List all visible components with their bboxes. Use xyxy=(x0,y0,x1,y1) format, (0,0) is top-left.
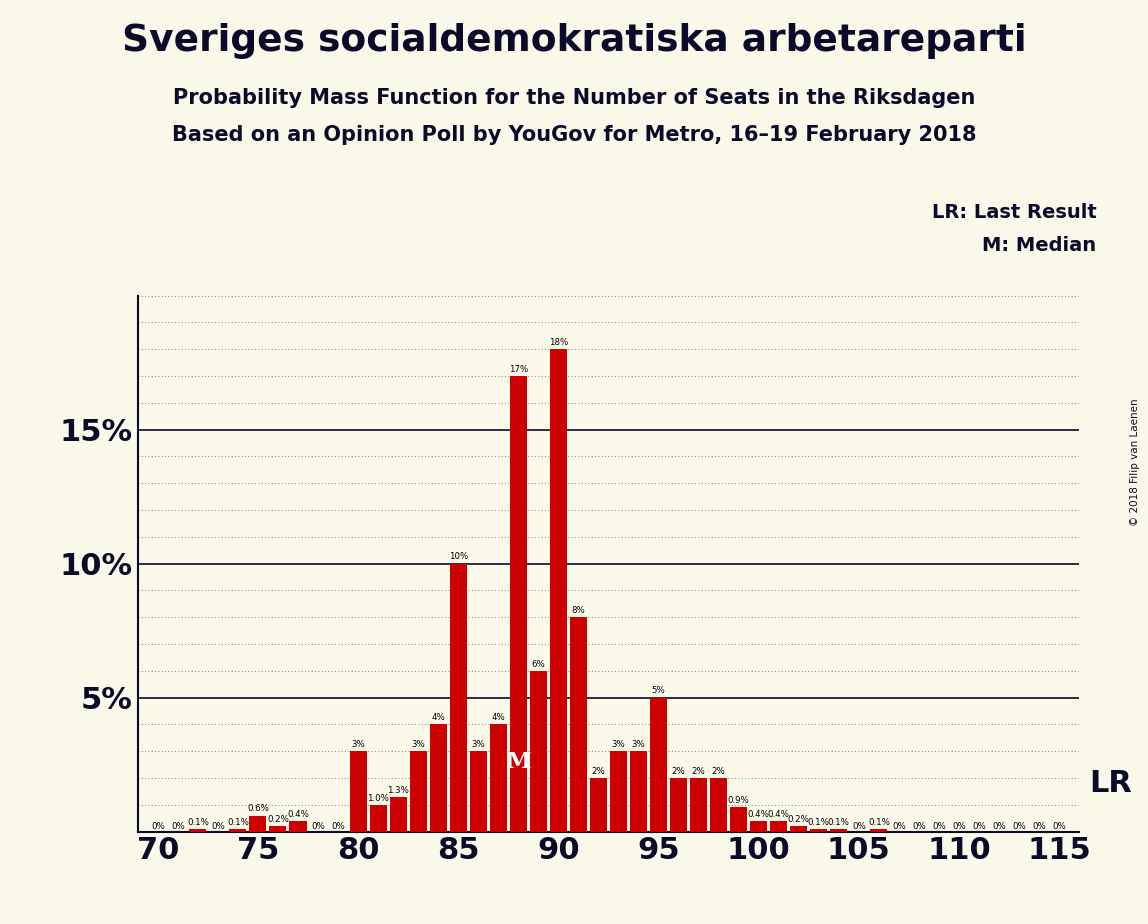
Text: 17%: 17% xyxy=(509,365,528,374)
Text: 18%: 18% xyxy=(549,338,568,347)
Bar xyxy=(750,821,767,832)
Text: 4%: 4% xyxy=(432,713,445,723)
Text: 0%: 0% xyxy=(972,821,986,831)
Text: 3%: 3% xyxy=(411,740,425,749)
Bar xyxy=(690,778,707,832)
Bar xyxy=(249,816,266,832)
Bar xyxy=(569,617,587,832)
Text: 0.9%: 0.9% xyxy=(728,796,750,806)
Bar xyxy=(389,796,406,832)
Text: 0.2%: 0.2% xyxy=(788,815,809,824)
Bar xyxy=(189,829,207,832)
Bar xyxy=(470,751,487,832)
Text: 8%: 8% xyxy=(572,606,585,615)
Bar xyxy=(490,724,506,832)
Text: © 2018 Filip van Laenen: © 2018 Filip van Laenen xyxy=(1130,398,1140,526)
Bar xyxy=(830,829,847,832)
Text: 0.2%: 0.2% xyxy=(267,815,289,824)
Text: 0%: 0% xyxy=(952,821,965,831)
Text: M: Median: M: Median xyxy=(983,236,1096,255)
Bar xyxy=(350,751,366,832)
Text: 0%: 0% xyxy=(150,821,164,831)
Text: 0%: 0% xyxy=(852,821,866,831)
Text: 4%: 4% xyxy=(491,713,505,723)
Bar xyxy=(510,376,527,832)
Text: 0%: 0% xyxy=(311,821,325,831)
Bar xyxy=(289,821,307,832)
Text: LR: LR xyxy=(1089,769,1132,797)
Bar xyxy=(630,751,647,832)
Text: 3%: 3% xyxy=(631,740,645,749)
Text: 0.4%: 0.4% xyxy=(768,809,790,819)
Text: 10%: 10% xyxy=(449,553,468,562)
Text: 6%: 6% xyxy=(532,660,545,669)
Text: 0%: 0% xyxy=(331,821,344,831)
Bar xyxy=(730,808,747,832)
Bar xyxy=(429,724,447,832)
Text: 3%: 3% xyxy=(351,740,365,749)
Bar xyxy=(450,564,467,832)
Text: 5%: 5% xyxy=(652,687,666,696)
Text: 0%: 0% xyxy=(211,821,225,831)
Text: LR: Last Result: LR: Last Result xyxy=(931,203,1096,223)
Text: Probability Mass Function for the Number of Seats in the Riksdagen: Probability Mass Function for the Number… xyxy=(173,88,975,108)
Bar xyxy=(770,821,788,832)
Text: 0.1%: 0.1% xyxy=(828,818,850,827)
Text: 0.1%: 0.1% xyxy=(868,818,890,827)
Text: 0%: 0% xyxy=(912,821,925,831)
Text: 0.1%: 0.1% xyxy=(187,818,209,827)
Text: 0.1%: 0.1% xyxy=(227,818,249,827)
Bar xyxy=(410,751,427,832)
Text: Based on an Opinion Poll by YouGov for Metro, 16–19 February 2018: Based on an Opinion Poll by YouGov for M… xyxy=(172,125,976,145)
Text: M: M xyxy=(506,750,530,772)
Text: 0.6%: 0.6% xyxy=(247,805,269,813)
Bar xyxy=(590,778,607,832)
Bar xyxy=(670,778,687,832)
Text: 0%: 0% xyxy=(892,821,906,831)
Bar xyxy=(230,829,247,832)
Text: 2%: 2% xyxy=(591,767,605,776)
Text: 0.4%: 0.4% xyxy=(287,809,309,819)
Text: 2%: 2% xyxy=(712,767,726,776)
Bar xyxy=(370,805,387,832)
Bar xyxy=(270,826,287,832)
Text: 0%: 0% xyxy=(932,821,946,831)
Text: 0%: 0% xyxy=(1053,821,1066,831)
Text: 0%: 0% xyxy=(1013,821,1026,831)
Text: 0%: 0% xyxy=(992,821,1006,831)
Bar xyxy=(550,349,567,832)
Bar xyxy=(650,698,667,832)
Bar xyxy=(530,671,546,832)
Text: 3%: 3% xyxy=(472,740,486,749)
Bar xyxy=(870,829,887,832)
Text: 2%: 2% xyxy=(672,767,685,776)
Text: 3%: 3% xyxy=(612,740,626,749)
Text: 2%: 2% xyxy=(692,767,705,776)
Text: 1.3%: 1.3% xyxy=(387,785,409,795)
Text: 0%: 0% xyxy=(171,821,185,831)
Text: 0.4%: 0.4% xyxy=(747,809,769,819)
Bar xyxy=(790,826,807,832)
Text: Sveriges socialdemokratiska arbetareparti: Sveriges socialdemokratiska arbetarepart… xyxy=(122,23,1026,59)
Bar xyxy=(711,778,727,832)
Text: 0%: 0% xyxy=(1032,821,1046,831)
Bar xyxy=(810,829,828,832)
Text: 1.0%: 1.0% xyxy=(367,794,389,803)
Bar xyxy=(610,751,627,832)
Text: 0.1%: 0.1% xyxy=(808,818,830,827)
